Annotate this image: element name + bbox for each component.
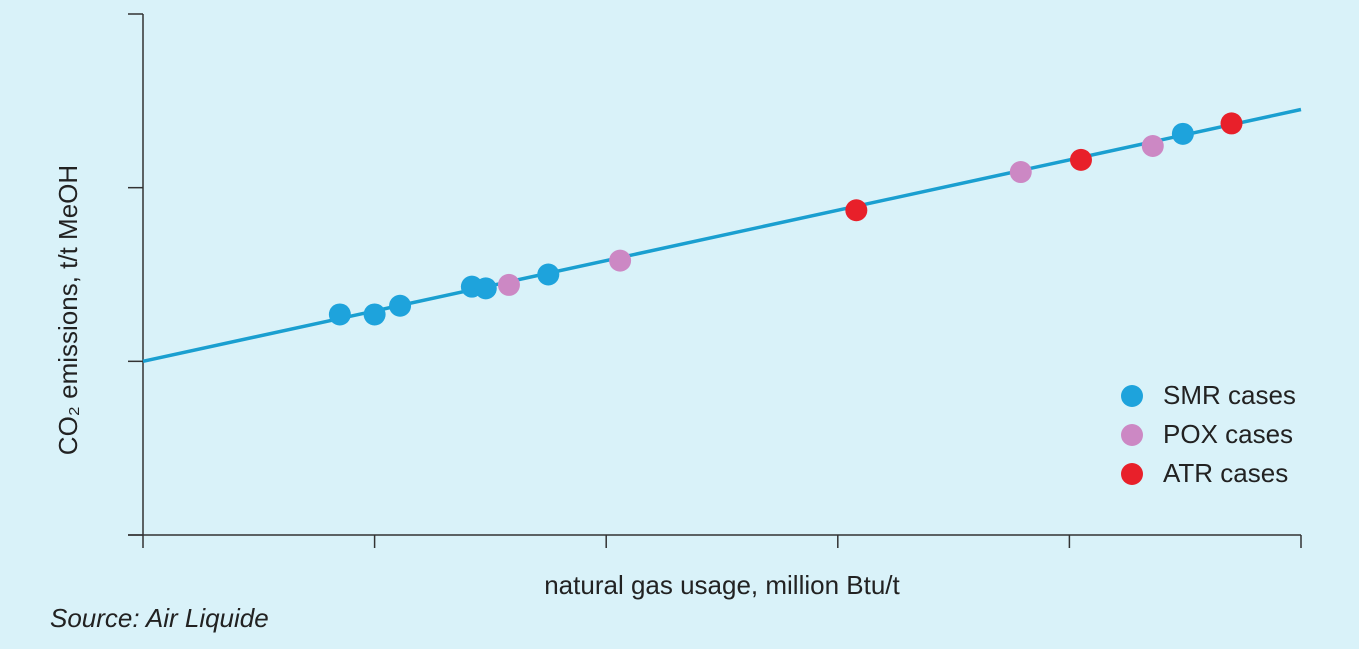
data-point (328, 303, 351, 326)
data-point (1009, 161, 1032, 184)
legend-swatch (1121, 463, 1143, 485)
source: Source: Air Liquide (50, 603, 269, 633)
legend-swatch (1121, 385, 1143, 407)
data-point (845, 199, 868, 222)
data-point (1171, 122, 1194, 145)
legend-swatch (1121, 424, 1143, 446)
legend-label: SMR cases (1163, 380, 1296, 410)
y-axis-label: CO₂ emissions, t/t MeOH (53, 165, 83, 455)
trend-line (142, 107, 1302, 364)
legend-label: ATR cases (1163, 458, 1288, 488)
data-point (474, 277, 497, 300)
data-point (363, 303, 386, 326)
x-axis-label: natural gas usage, million Btu/t (544, 570, 900, 600)
legend-label: POX cases (1163, 419, 1293, 449)
data-point (537, 263, 560, 286)
data-point (1069, 148, 1092, 171)
data-point (609, 249, 632, 272)
data-point (497, 273, 520, 296)
data-point (389, 294, 412, 317)
data-point (1141, 134, 1164, 157)
data-point (1220, 112, 1243, 135)
